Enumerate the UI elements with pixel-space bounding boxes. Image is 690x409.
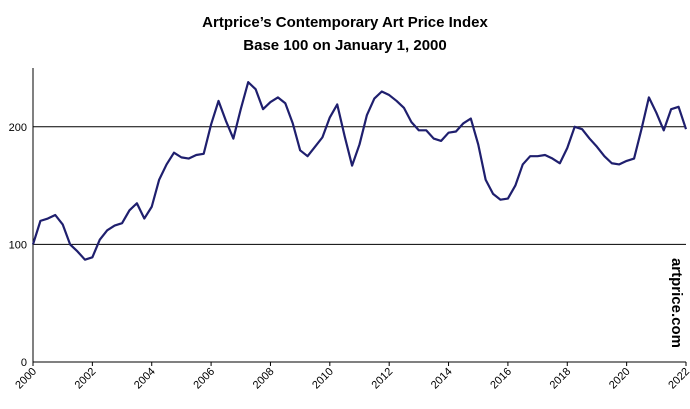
x-tick-label: 2006 — [191, 366, 217, 392]
watermark: artprice.com — [668, 258, 685, 348]
x-tick-label: 2014 — [429, 366, 455, 392]
x-tick-label: 2004 — [132, 366, 158, 392]
x-tick-label: 2020 — [607, 366, 633, 392]
x-tick-label: 2022 — [666, 366, 690, 392]
x-tick-label: 2002 — [73, 366, 99, 392]
data-line — [31, 81, 688, 261]
chart-subtitle: Base 100 on January 1, 2000 — [243, 37, 446, 54]
y-tick-label: 200 — [9, 122, 27, 134]
x-tick-label: 2016 — [488, 366, 514, 392]
x-tick-label: 2018 — [548, 366, 574, 392]
x-tick-label: 2012 — [370, 366, 396, 392]
x-tick-label: 2008 — [251, 366, 277, 392]
x-tick-label: 2000 — [13, 366, 39, 392]
y-tick-label: 100 — [9, 239, 27, 251]
chart-title: Artprice’s Contemporary Art Price Index — [202, 14, 488, 31]
y-tick-label: 0 — [21, 357, 27, 369]
x-tick-label: 2010 — [310, 366, 336, 392]
